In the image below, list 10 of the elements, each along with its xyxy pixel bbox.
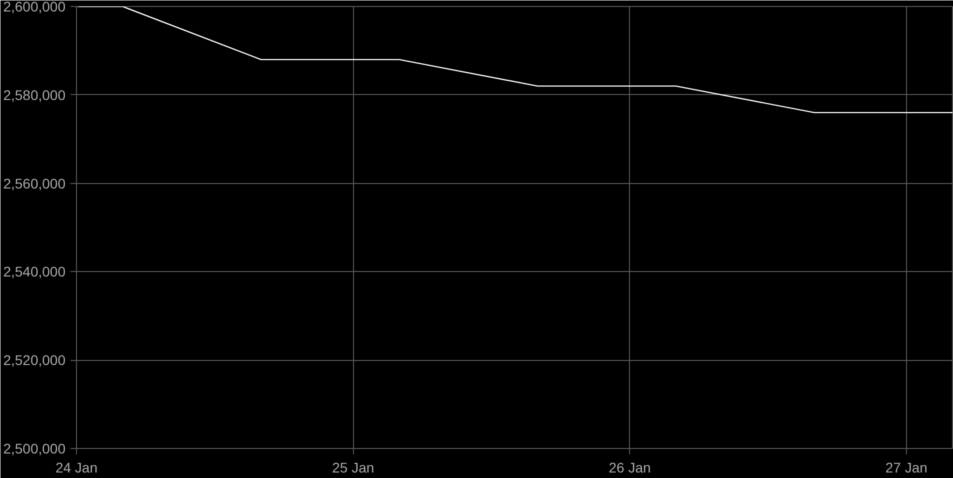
y-tick-label: 2,560,000 [3, 175, 66, 192]
y-tick-label: 2,540,000 [3, 264, 66, 280]
x-tick-label: 25 Jan [332, 460, 374, 476]
x-tick-label: 26 Jan [608, 460, 651, 476]
y-tick-label: 2,600,000 [3, 0, 66, 14]
y-tick-label: 2,520,000 [3, 352, 66, 368]
x-tick-label: 24 Jan [55, 460, 98, 476]
y-tick-label: 2,500,000 [3, 440, 66, 456]
x-tick-label: 27 Jan [885, 460, 928, 476]
y-tick-label: 2,580,000 [3, 86, 66, 103]
